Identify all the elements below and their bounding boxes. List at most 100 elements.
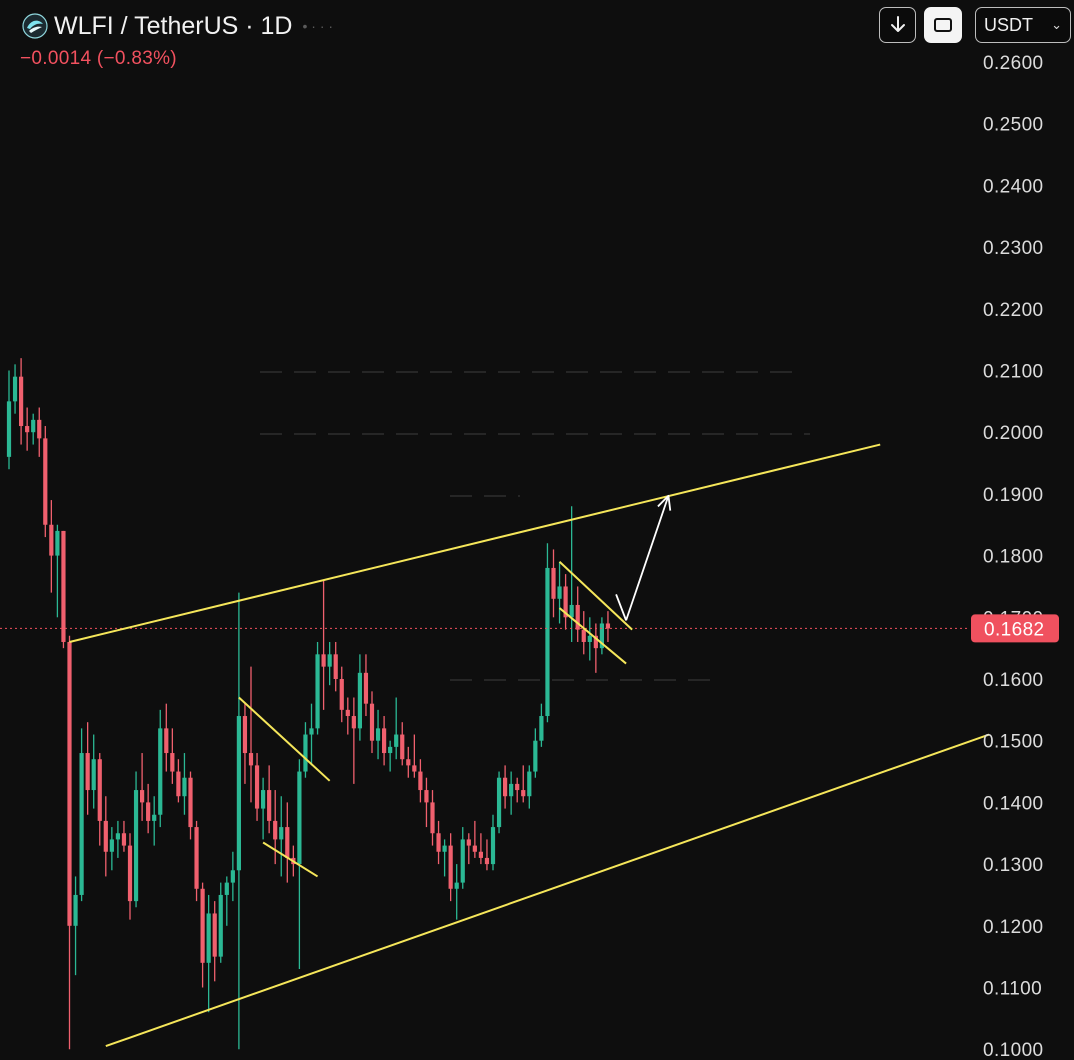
candle-body — [279, 827, 284, 840]
candle-body — [424, 790, 429, 803]
candle-body — [593, 635, 598, 649]
candle-body — [388, 746, 393, 754]
candle-body — [563, 586, 568, 618]
candle-body — [569, 604, 574, 618]
candle-body — [527, 771, 532, 797]
trendline — [558, 561, 633, 631]
candle-body — [236, 716, 241, 871]
candle-body — [442, 845, 447, 852]
candle-body — [55, 530, 60, 556]
candle-body — [375, 728, 381, 741]
candle-body — [212, 913, 217, 957]
candle-body — [472, 845, 477, 852]
candle-body — [37, 419, 42, 439]
arrow-tail — [615, 594, 627, 621]
candle-body — [484, 857, 490, 865]
candle-body — [394, 734, 399, 747]
candle-body — [339, 679, 344, 710]
candle-body — [115, 833, 120, 840]
candle-body — [19, 376, 24, 427]
candle-body — [539, 716, 544, 741]
candle-body — [182, 777, 187, 797]
candle-body — [509, 783, 514, 797]
price-axis-label: 0.2300 — [983, 238, 1044, 259]
candle-body — [412, 765, 417, 772]
candle-body — [176, 771, 181, 797]
candle-body — [503, 777, 508, 797]
price-change: −0.0014 (−0.83%) — [20, 48, 177, 69]
candle-body — [478, 851, 483, 858]
candle-body — [73, 894, 78, 926]
candle-body — [436, 833, 441, 852]
candle-body — [321, 654, 326, 667]
arrow-head — [657, 494, 672, 511]
candle-body — [333, 654, 338, 679]
candle-body — [140, 790, 145, 803]
candle-body — [67, 641, 72, 926]
candle-body — [448, 845, 453, 889]
candle-body — [430, 802, 435, 834]
candle-body — [133, 790, 139, 902]
candle-body — [327, 654, 332, 667]
candle-body — [285, 827, 290, 858]
candle-body — [575, 604, 580, 630]
candle-body — [146, 802, 151, 821]
candle-body — [466, 839, 471, 846]
candle-body — [315, 654, 320, 729]
candle-body — [273, 820, 278, 840]
last-price-label: 0.1682 — [984, 619, 1045, 640]
candle-body — [97, 759, 102, 821]
header-separator-icon: • · · · — [302, 18, 334, 34]
candle-body — [49, 524, 54, 556]
candle-body — [400, 734, 405, 760]
candle-body — [31, 419, 36, 433]
last-price-badge — [971, 614, 1059, 643]
candle-body — [557, 586, 562, 599]
price-axis-label: 0.2000 — [983, 423, 1044, 444]
arrow-down-icon — [890, 16, 905, 32]
candle-body — [460, 839, 465, 883]
candle-body — [121, 833, 127, 846]
candle-body — [248, 753, 254, 766]
candle-body — [581, 629, 586, 642]
candle-body — [545, 567, 550, 717]
candle-body — [267, 790, 272, 821]
candle-body — [351, 716, 356, 729]
snapshot-button[interactable] — [924, 7, 962, 43]
candle-body — [551, 567, 556, 599]
candle-body — [242, 716, 248, 754]
download-button[interactable] — [879, 7, 916, 43]
candle-body — [152, 814, 157, 821]
candle-body — [587, 635, 592, 642]
candle-body — [127, 845, 133, 902]
candle-body — [515, 783, 520, 791]
candle-body — [261, 790, 266, 809]
candle-body — [599, 623, 604, 649]
candle-body — [206, 913, 211, 963]
candle-body — [6, 401, 12, 457]
candle-body — [363, 672, 369, 704]
candle-body — [357, 672, 362, 729]
currency-select[interactable]: USDT ⌄ — [975, 7, 1071, 43]
candle-body — [200, 888, 205, 963]
price-axis-label: 0.2100 — [983, 362, 1044, 383]
price-axis-label: 0.2500 — [983, 115, 1044, 136]
trendline — [262, 841, 319, 878]
currency-label: USDT — [984, 14, 1033, 35]
candle-body — [43, 438, 48, 525]
price-axis-label: 0.2400 — [983, 176, 1044, 197]
candle-body — [490, 827, 496, 865]
candle-body — [218, 894, 223, 957]
candle-body — [109, 839, 114, 852]
wlfi-logo-icon — [22, 13, 48, 39]
candle-body — [418, 771, 423, 791]
candle-body — [79, 753, 84, 895]
candle-body — [496, 777, 502, 828]
symbol-title[interactable]: WLFI / TetherUS · 1D — [54, 11, 293, 40]
trendline — [69, 443, 881, 643]
trendline — [238, 696, 331, 782]
candle-body — [254, 765, 260, 809]
candle-body — [61, 530, 66, 642]
price-axis-label: 0.2200 — [983, 300, 1044, 321]
